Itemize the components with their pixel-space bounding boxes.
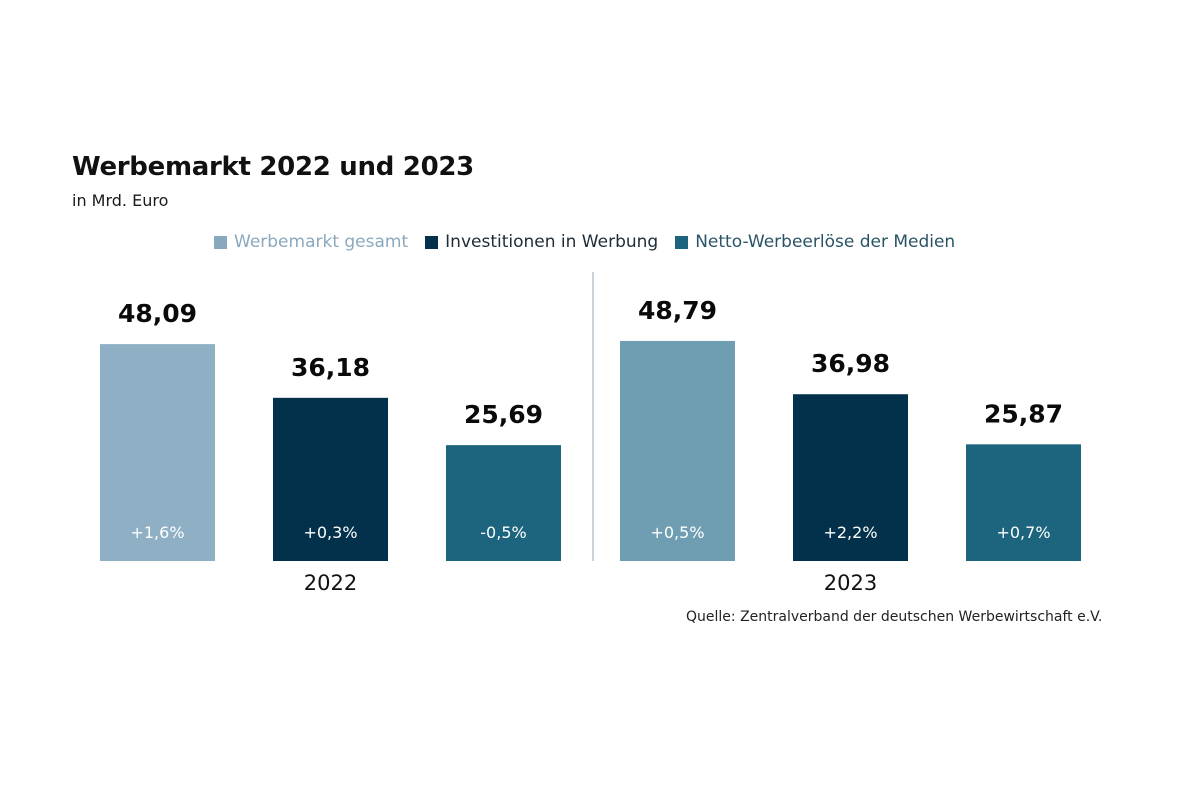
bar-2023-1 xyxy=(620,340,735,561)
legend-item-netto-werbeerloese: Netto-Werbeerlöse der Medien xyxy=(675,232,955,252)
legend-swatch xyxy=(425,235,439,249)
bar-2022-2 xyxy=(273,397,388,561)
legend-swatch xyxy=(214,235,227,249)
chart-title: Werbemarkt 2022 und 2023 xyxy=(72,152,474,182)
value-label: 48,09 xyxy=(118,299,197,328)
category-label-2023: 2023 xyxy=(824,571,877,595)
value-label: 36,18 xyxy=(291,353,370,382)
legend-item-investitionen: Investitionen in Werbung xyxy=(425,232,658,252)
chart-subtitle: in Mrd. Euro xyxy=(72,191,169,210)
change-label: +1,6% xyxy=(130,523,184,542)
legend-item-werbemarkt-gesamt: Werbemarkt gesamt xyxy=(214,232,408,252)
legend: Werbemarkt gesamt Investitionen in Werbu… xyxy=(214,232,972,252)
change-label: +0,3% xyxy=(303,523,357,542)
legend-label: Investitionen in Werbung xyxy=(445,232,659,252)
bar-2023-2 xyxy=(793,394,908,561)
value-label: 36,98 xyxy=(811,349,890,378)
change-label: +0,5% xyxy=(650,523,704,542)
value-label: 25,69 xyxy=(464,400,543,429)
bar-2022-1 xyxy=(100,344,215,561)
change-label: -0,5% xyxy=(480,523,526,542)
value-label: 25,87 xyxy=(984,399,1063,428)
change-label: +2,2% xyxy=(823,523,877,542)
value-label: 48,79 xyxy=(638,296,717,325)
legend-label: Netto-Werbeerlöse der Medien xyxy=(695,232,956,252)
legend-label: Werbemarkt gesamt xyxy=(234,232,409,252)
category-label-2022: 2022 xyxy=(304,571,357,595)
change-label: +0,7% xyxy=(996,523,1050,542)
bar-2022-3 xyxy=(446,445,561,561)
source-note: Quelle: Zentralverband der deutschen Wer… xyxy=(686,609,1103,625)
bar-2023-3 xyxy=(966,444,1081,561)
legend-swatch xyxy=(675,235,689,249)
